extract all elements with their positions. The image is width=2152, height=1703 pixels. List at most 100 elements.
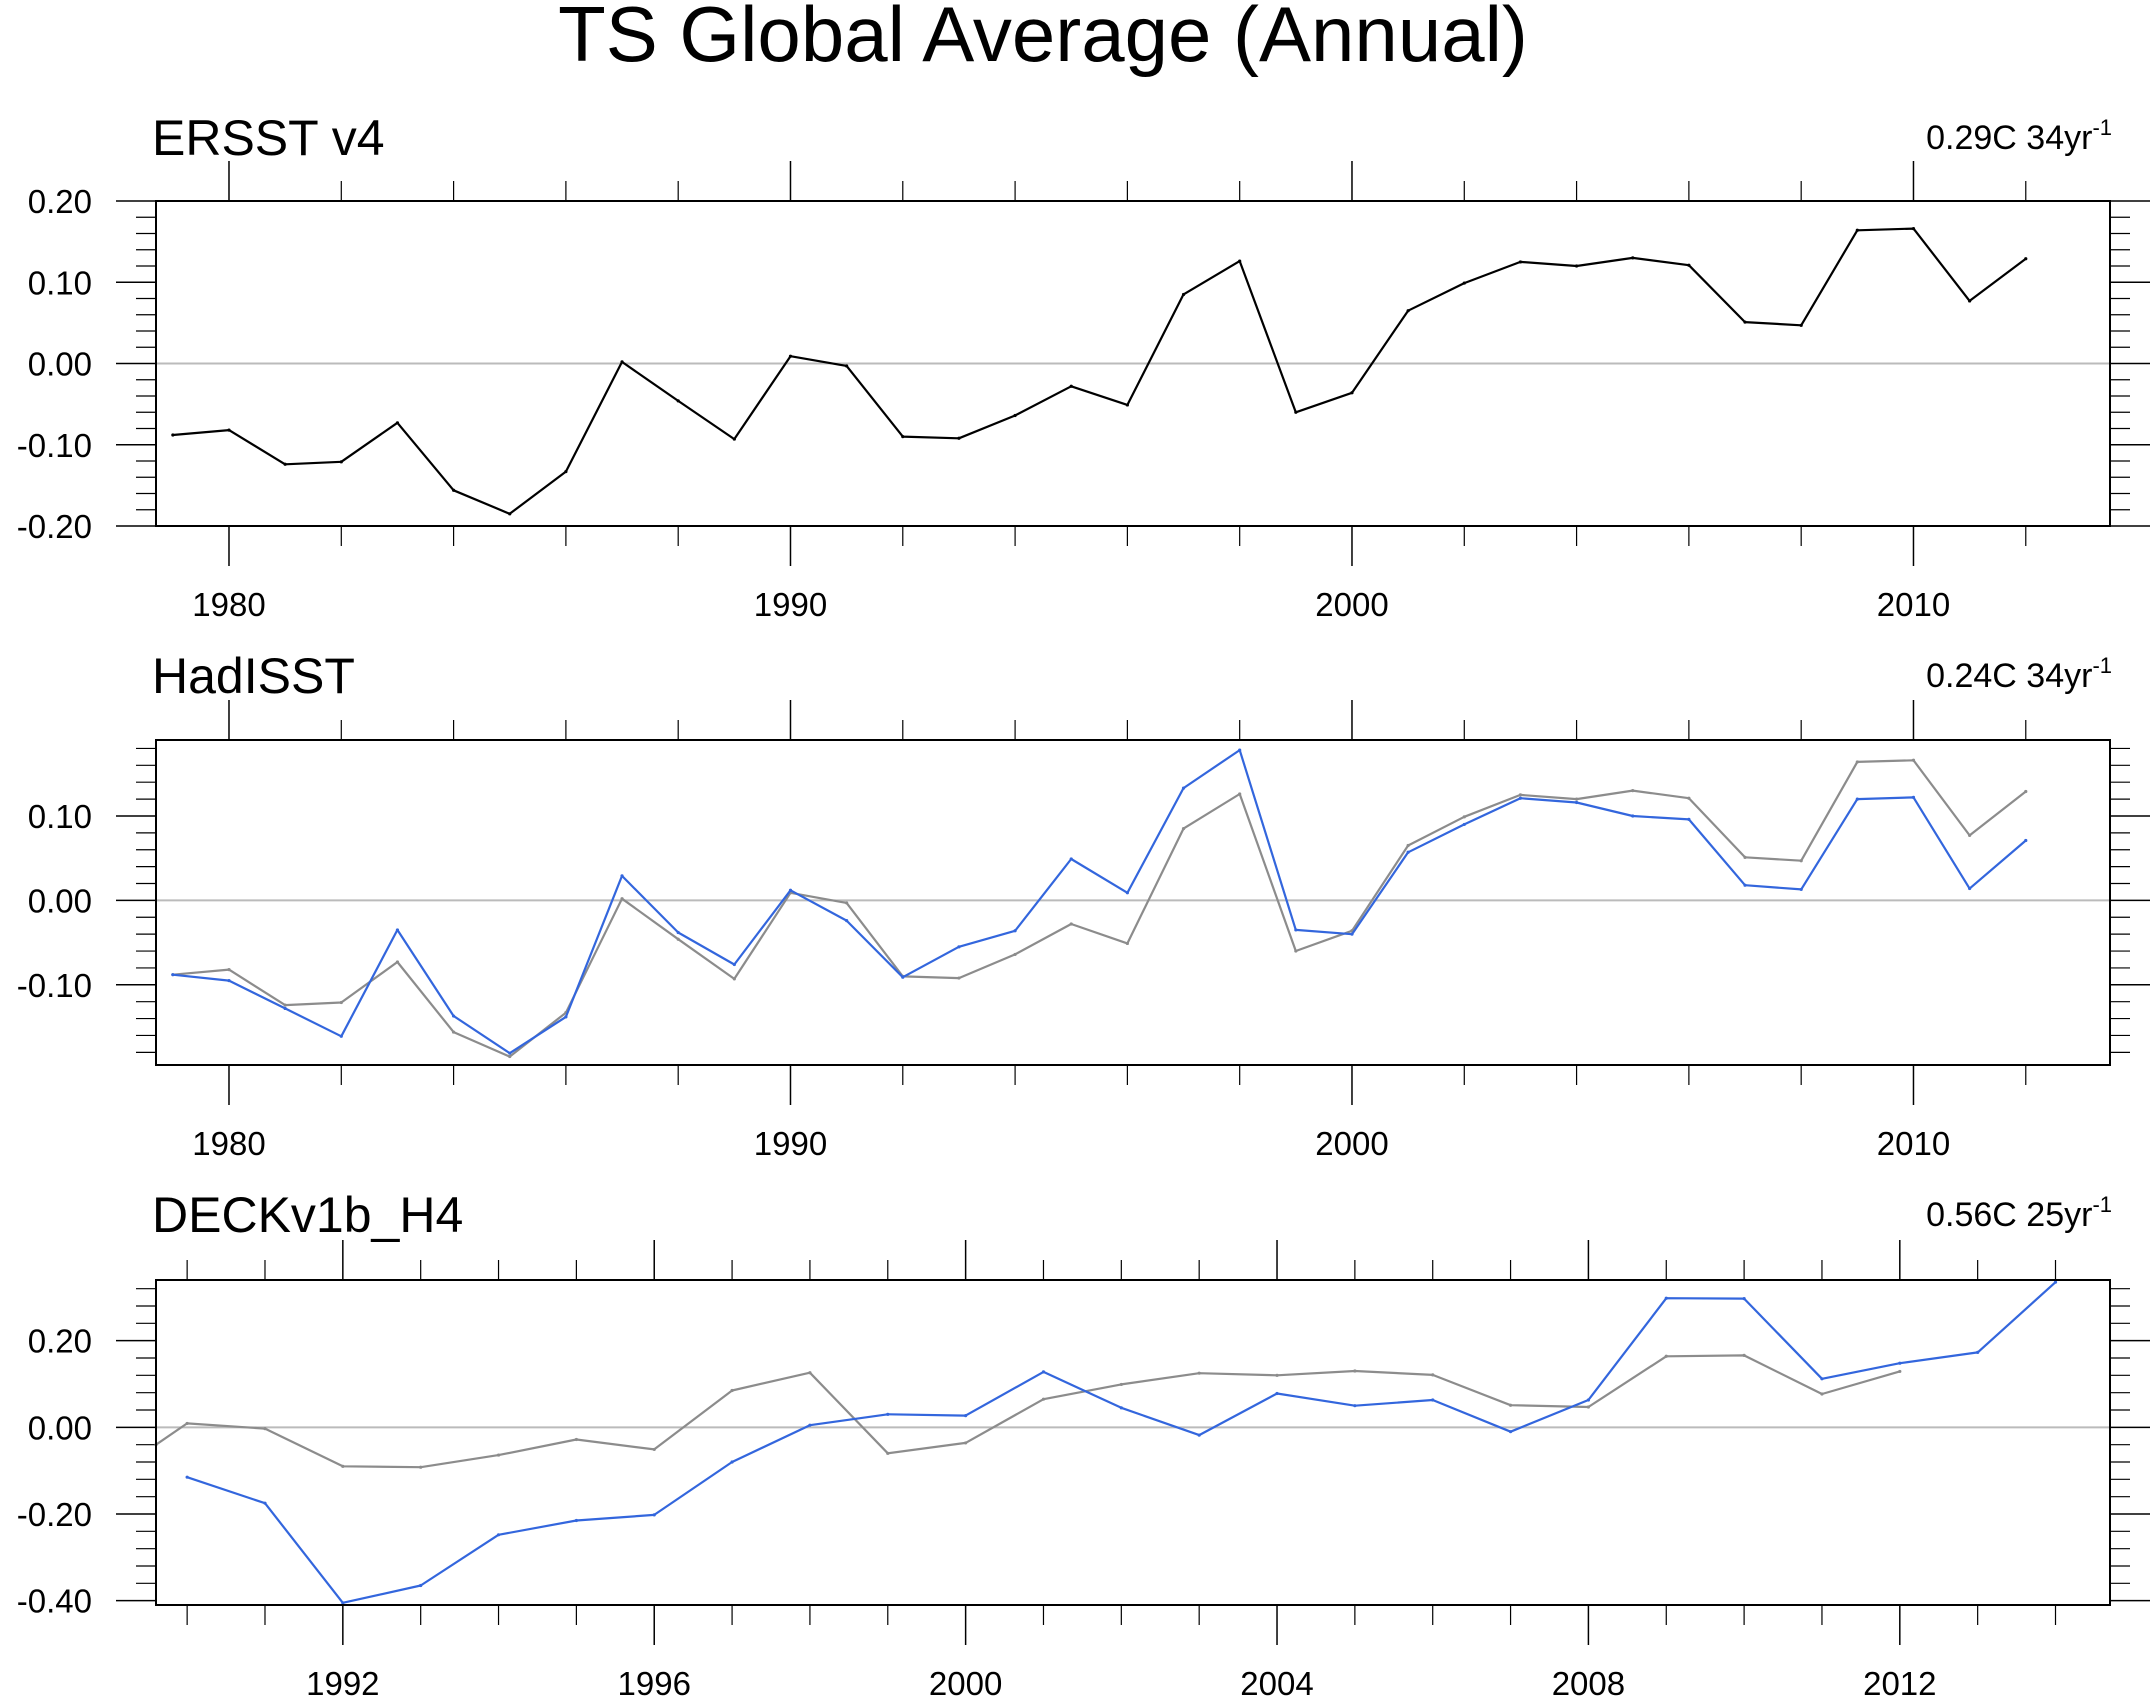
- chart-panel-2: HadISST 0.24C 34yr-1 -0.10 0.00 0.10 1980 1990…: [17, 648, 2150, 1162]
- data-point: [395, 928, 400, 932]
- data-point: [2024, 838, 2028, 843]
- data-point: [1518, 796, 1523, 800]
- data-point: [1197, 1433, 1201, 1437]
- data-point: [1238, 792, 1242, 796]
- data-point: [496, 1533, 501, 1537]
- data-point: [1238, 748, 1242, 752]
- x-tick-label: 2010: [1877, 586, 1950, 623]
- data-point: [1799, 859, 1803, 863]
- data-point: [1898, 1361, 1902, 1365]
- x-tick-label: 1992: [306, 1665, 379, 1702]
- data-point: [1013, 929, 1017, 933]
- data-point: [808, 1423, 812, 1427]
- data-point: [1743, 855, 1747, 859]
- data-point: [1742, 1353, 1746, 1357]
- data-point: [1069, 384, 1073, 388]
- data-point: [1968, 886, 1972, 891]
- x-tick-label: 2004: [1240, 1665, 1313, 1702]
- data-point: [1406, 843, 1410, 848]
- data-point: [1125, 891, 1129, 895]
- data-point: [564, 469, 568, 474]
- data-point: [1462, 822, 1466, 827]
- panel-title: ERSST v4: [152, 110, 385, 166]
- data-point: [788, 354, 793, 358]
- data-point: [964, 1441, 968, 1445]
- data-point: [1238, 259, 1242, 263]
- data-point: [845, 919, 849, 923]
- data-point: [508, 512, 512, 516]
- data-point: [341, 1464, 345, 1468]
- data-point: [1013, 952, 1017, 957]
- data-point: [957, 976, 961, 980]
- data-point: [1687, 263, 1691, 267]
- data-point: [508, 1054, 512, 1059]
- data-point: [1574, 800, 1579, 805]
- x-tick-label: 2012: [1863, 1665, 1936, 1702]
- data-point: [620, 897, 624, 901]
- data-point: [395, 960, 400, 964]
- y-tick-label: -0.20: [17, 1496, 92, 1533]
- data-point: [1508, 1403, 1513, 1407]
- data-point: [227, 978, 231, 983]
- data-point: [1898, 1369, 1902, 1374]
- data-point: [1275, 1373, 1279, 1377]
- data-point: [283, 1003, 287, 1007]
- data-point: [1069, 922, 1073, 926]
- data-point: [1125, 403, 1129, 407]
- trend-label-text: 0.24C 34yr: [1926, 657, 2092, 695]
- data-point: [171, 433, 175, 437]
- data-point: [283, 1006, 287, 1011]
- data-point: [2024, 789, 2028, 794]
- data-point: [1041, 1397, 1046, 1401]
- data-point: [1631, 814, 1635, 818]
- data-point: [886, 1412, 890, 1416]
- data-point: [620, 874, 624, 878]
- x-tick-label: 1996: [618, 1665, 691, 1702]
- data-point: [1911, 227, 1916, 231]
- data-point: [676, 930, 680, 935]
- data-point: [1855, 760, 1859, 764]
- data-point: [1462, 815, 1466, 819]
- data-point: [1631, 789, 1635, 793]
- data-point: [496, 1453, 501, 1457]
- data-point: [1855, 228, 1859, 232]
- data-point: [564, 1015, 568, 1019]
- trend-label: 0.29C 34yr-1: [1926, 115, 2112, 157]
- data-point: [1181, 786, 1186, 790]
- data-point: [395, 421, 400, 425]
- x-tick-label: 1980: [192, 586, 265, 623]
- y-tick-label: 0.10: [28, 264, 92, 301]
- data-point: [730, 1388, 734, 1393]
- data-point: [1294, 410, 1298, 414]
- data-point: [1294, 949, 1298, 953]
- data-point: [419, 1465, 423, 1469]
- data-point: [1743, 883, 1747, 887]
- data-point: [451, 1014, 456, 1018]
- data-point: [1743, 320, 1747, 324]
- y-tick-label: -0.10: [17, 967, 92, 1004]
- panel-title: HadISST: [152, 648, 355, 704]
- data-point: [1518, 260, 1523, 264]
- data-point: [1125, 941, 1129, 946]
- data-point: [1462, 281, 1466, 285]
- data-point: [1968, 299, 1972, 303]
- data-point: [2053, 1280, 2058, 1284]
- data-point: [1197, 1371, 1201, 1375]
- series-line-hadisst: [172, 748, 2027, 1055]
- data-point: [1911, 758, 1916, 762]
- x-tick-label: 2000: [1315, 586, 1388, 623]
- data-point: [1664, 1354, 1668, 1358]
- data-point: [1069, 857, 1073, 861]
- data-point: [1820, 1377, 1824, 1381]
- data-point: [185, 1475, 189, 1479]
- data-point: [1041, 1370, 1046, 1374]
- plot-frame: [155, 739, 2111, 1066]
- chart-panel-1: ERSST v4 0.29C 34yr-1 -0.20 -0.10 0.00 0.10 0.…: [17, 110, 2150, 623]
- data-point: [339, 460, 343, 464]
- data-point: [1574, 797, 1579, 801]
- data-point: [845, 901, 849, 905]
- data-point: [1353, 1369, 1357, 1373]
- trend-label-text: 0.56C 25yr: [1926, 1196, 2092, 1234]
- data-point: [1820, 1392, 1824, 1396]
